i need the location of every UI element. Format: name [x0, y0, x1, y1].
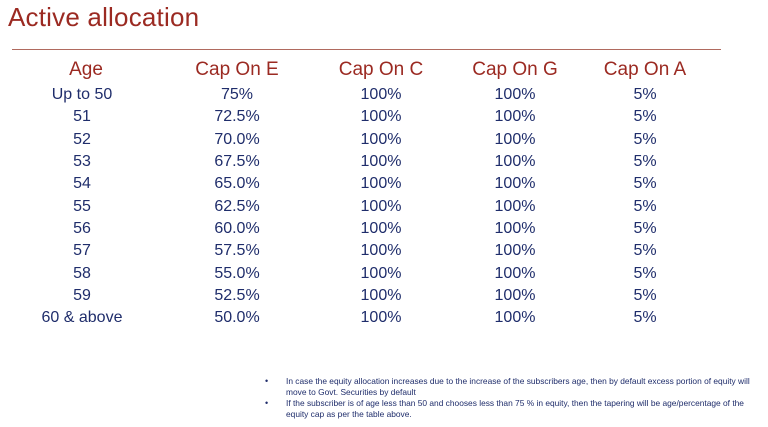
cell-cap-c: 100% [360, 286, 402, 304]
cell-cap-a: 5% [633, 309, 657, 327]
cell-cap-a: 5% [633, 153, 657, 171]
cell-cap-a: 5% [633, 86, 657, 104]
cell-age: 55 [73, 197, 91, 215]
cell-cap-g: 100% [494, 175, 536, 193]
allocation-table: Age Cap On E Cap On C Cap On G Cap On A … [10, 56, 710, 329]
cell-cap-c: 100% [360, 86, 402, 104]
cell-age: 59 [73, 286, 91, 304]
title-divider [12, 49, 721, 50]
cell-cap-a: 5% [633, 197, 657, 215]
table-row: 52 70.0% 100% 100% 5% [10, 129, 710, 151]
cell-cap-g: 100% [494, 286, 536, 304]
bullet-icon: • [265, 376, 269, 386]
table-row: 59 52.5% 100% 100% 5% [10, 285, 710, 307]
cell-cap-e: 57.5% [214, 242, 260, 260]
cell-cap-g: 100% [494, 197, 536, 215]
cell-cap-c: 100% [360, 108, 402, 126]
column-header-cap-g: Cap On G [472, 59, 558, 80]
cell-age: 53 [73, 153, 91, 171]
cell-age: 60 & above [41, 309, 123, 327]
table-row: 51 72.5% 100% 100% 5% [10, 106, 710, 128]
cell-age: 54 [73, 175, 91, 193]
cell-cap-e: 72.5% [214, 108, 260, 126]
cell-cap-c: 100% [360, 175, 402, 193]
column-header-age: Age [69, 59, 103, 80]
cell-age: 52 [73, 130, 91, 148]
cell-cap-a: 5% [633, 264, 657, 282]
cell-age: Up to 50 [51, 86, 113, 104]
table-row: 53 67.5% 100% 100% 5% [10, 151, 710, 173]
footnote-item: • In case the equity allocation increase… [262, 376, 762, 398]
column-header-cap-e: Cap On E [195, 59, 279, 80]
cell-cap-g: 100% [494, 309, 536, 327]
cell-age: 58 [73, 264, 91, 282]
footnote-text: If the subscriber is of age less than 50… [286, 398, 744, 419]
cell-cap-a: 5% [633, 242, 657, 260]
cell-cap-c: 100% [360, 219, 402, 237]
cell-cap-c: 100% [360, 242, 402, 260]
table-body: Up to 50 75% 100% 100% 5% 51 72.5% 100% 100% 5% 52… [10, 84, 710, 329]
footnote-text: In case the equity allocation increases … [286, 376, 750, 397]
cell-cap-g: 100% [494, 219, 536, 237]
cell-cap-c: 100% [360, 264, 402, 282]
cell-cap-e: 75% [220, 86, 254, 104]
cell-cap-c: 100% [360, 153, 402, 171]
footnotes: • In case the equity allocation increase… [262, 376, 762, 420]
cell-cap-e: 62.5% [214, 197, 260, 215]
cell-cap-e: 50.0% [214, 309, 260, 327]
cell-cap-e: 70.0% [214, 130, 260, 148]
cell-cap-a: 5% [633, 108, 657, 126]
page-title: Active allocation [8, 2, 200, 32]
cell-cap-c: 100% [360, 197, 402, 215]
table-row: 58 55.0% 100% 100% 5% [10, 262, 710, 284]
table-row: Up to 50 75% 100% 100% 5% [10, 84, 710, 106]
cell-age: 56 [73, 219, 91, 237]
table-row: 60 & above 50.0% 100% 100% 5% [10, 307, 710, 329]
cell-cap-e: 65.0% [214, 175, 260, 193]
cell-cap-g: 100% [494, 86, 536, 104]
table-row: 57 57.5% 100% 100% 5% [10, 240, 710, 262]
column-header-cap-c: Cap On C [338, 59, 424, 80]
cell-age: 51 [73, 108, 91, 126]
cell-cap-g: 100% [494, 108, 536, 126]
table-header-row: Age Cap On E Cap On C Cap On G Cap On A [10, 56, 710, 84]
cell-cap-a: 5% [633, 286, 657, 304]
cell-cap-e: 52.5% [214, 286, 260, 304]
table-row: 55 62.5% 100% 100% 5% [10, 195, 710, 217]
cell-cap-c: 100% [360, 309, 402, 327]
cell-cap-g: 100% [494, 264, 536, 282]
cell-age: 57 [73, 242, 91, 260]
cell-cap-a: 5% [633, 130, 657, 148]
cell-cap-a: 5% [633, 219, 657, 237]
cell-cap-g: 100% [494, 153, 536, 171]
cell-cap-e: 67.5% [214, 153, 260, 171]
table-row: 56 60.0% 100% 100% 5% [10, 218, 710, 240]
cell-cap-c: 100% [360, 130, 402, 148]
footnote-item: • If the subscriber is of age less than … [262, 398, 762, 420]
cell-cap-a: 5% [633, 175, 657, 193]
bullet-icon: • [265, 398, 269, 408]
table-row: 54 65.0% 100% 100% 5% [10, 173, 710, 195]
cell-cap-g: 100% [494, 242, 536, 260]
cell-cap-e: 60.0% [214, 219, 260, 237]
cell-cap-g: 100% [494, 130, 536, 148]
cell-cap-e: 55.0% [214, 264, 260, 282]
column-header-cap-a: Cap On A [603, 59, 687, 80]
